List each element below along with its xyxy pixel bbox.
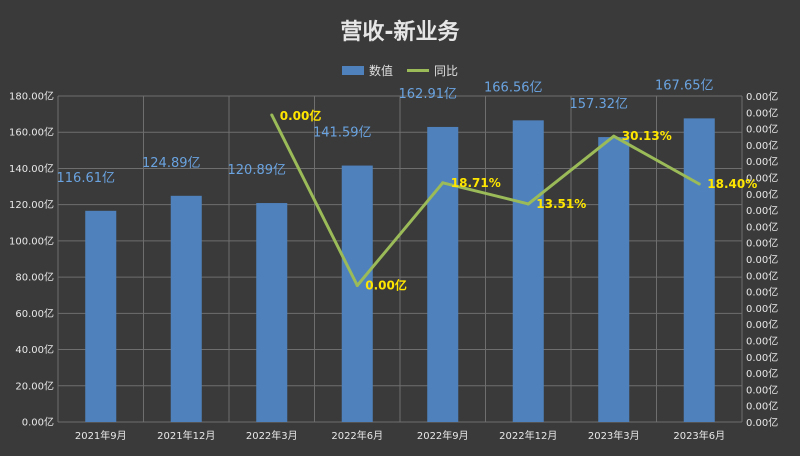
line-data-label: 18.40%	[707, 177, 757, 191]
line-point	[697, 182, 701, 186]
y-right-tick-label: 0.00亿	[746, 400, 778, 413]
legend-label-line: 同比	[434, 64, 459, 78]
bar-data-label: 167.65亿	[655, 78, 714, 93]
legend-label-bar: 数值	[368, 64, 393, 78]
x-tick-label: 2022年9月	[417, 429, 469, 442]
bar	[427, 126, 459, 422]
bar-data-label: 162.91亿	[399, 87, 458, 102]
y-right-tick-label: 0.00亿	[746, 123, 778, 136]
bar	[256, 203, 288, 422]
y-right-tick-label: 0.00亿	[746, 106, 778, 119]
x-tick-label: 2022年12月	[499, 429, 557, 442]
line-data-label: 18.71%	[451, 176, 501, 190]
legend: 数值 同比	[0, 62, 800, 79]
bar	[512, 120, 544, 422]
y-right-tick-label: 0.00亿	[746, 220, 778, 233]
bar-data-label: 157.32亿	[570, 97, 629, 112]
x-tick-label: 2022年3月	[246, 429, 298, 442]
y-left-tick-label: 160.00亿	[9, 126, 54, 139]
legend-swatch-bar	[341, 66, 364, 75]
line-point	[270, 113, 274, 117]
y-right-tick-label: 0.00亿	[746, 155, 778, 168]
y-right-tick-label: 0.00亿	[746, 237, 778, 250]
x-tick-label: 2021年12月	[157, 429, 215, 442]
legend-item-bar: 数值	[341, 62, 393, 79]
y-left-tick-label: 120.00亿	[9, 198, 54, 211]
line-data-label: 30.13%	[622, 129, 672, 143]
line-point	[355, 283, 359, 287]
line-point	[526, 202, 530, 206]
line-point	[612, 134, 616, 138]
x-tick-label: 2023年6月	[673, 429, 725, 442]
y-right-tick-label: 0.00亿	[746, 383, 778, 396]
y-right-tick-label: 0.00亿	[746, 253, 778, 266]
legend-swatch-line	[407, 69, 429, 72]
y-left-tick-label: 80.00亿	[15, 271, 54, 284]
y-right-tick-label: 0.00亿	[746, 204, 778, 217]
y-left-tick-label: 20.00亿	[15, 379, 54, 392]
y-left-tick-label: 0.00亿	[22, 416, 54, 429]
y-left-tick-label: 60.00亿	[15, 307, 54, 320]
y-right-tick-label: 0.00亿	[746, 90, 778, 103]
y-left-tick-label: 180.00亿	[9, 90, 54, 103]
y-right-tick-label: 0.00亿	[746, 172, 778, 185]
y-right-tick-label: 0.00亿	[746, 351, 778, 364]
y-right-tick-label: 0.00亿	[746, 302, 778, 315]
y-left-tick-label: 140.00亿	[9, 162, 54, 175]
bar	[598, 137, 630, 423]
x-tick-label: 2022年6月	[331, 429, 383, 442]
line-data-label: 0.00亿	[365, 277, 407, 292]
y-right-tick-label: 0.00亿	[746, 367, 778, 380]
y-right-tick-label: 0.00亿	[746, 335, 778, 348]
bar-data-label: 141.59亿	[313, 126, 372, 141]
y-left-tick-label: 40.00亿	[15, 343, 54, 356]
line-data-label: 0.00亿	[280, 108, 322, 123]
chart-title: 营收-新业务	[340, 20, 460, 45]
bar-data-label: 120.89亿	[228, 163, 287, 178]
bar	[85, 210, 117, 422]
bar-data-label: 166.56亿	[484, 80, 543, 95]
legend-item-line: 同比	[407, 62, 458, 79]
line-point	[441, 181, 445, 185]
y-right-tick-label: 0.00亿	[746, 416, 778, 429]
y-right-tick-label: 0.00亿	[746, 318, 778, 331]
line-series	[270, 114, 701, 287]
x-tick-label: 2023年3月	[588, 429, 640, 442]
bar	[341, 165, 373, 423]
bar	[683, 118, 715, 423]
bar-data-label: 124.89亿	[142, 156, 201, 171]
y-right-tick-label: 0.00亿	[746, 188, 778, 201]
y-right-tick-label: 0.00亿	[746, 139, 778, 152]
bar	[170, 195, 202, 422]
line-data-label: 13.51%	[536, 197, 586, 211]
y-left-tick-label: 100.00亿	[9, 234, 54, 247]
y-right-tick-label: 0.00亿	[746, 269, 778, 282]
x-tick-label: 2021年9月	[75, 429, 127, 442]
bar-data-label: 116.61亿	[57, 171, 116, 186]
y-right-tick-label: 0.00亿	[746, 286, 778, 299]
